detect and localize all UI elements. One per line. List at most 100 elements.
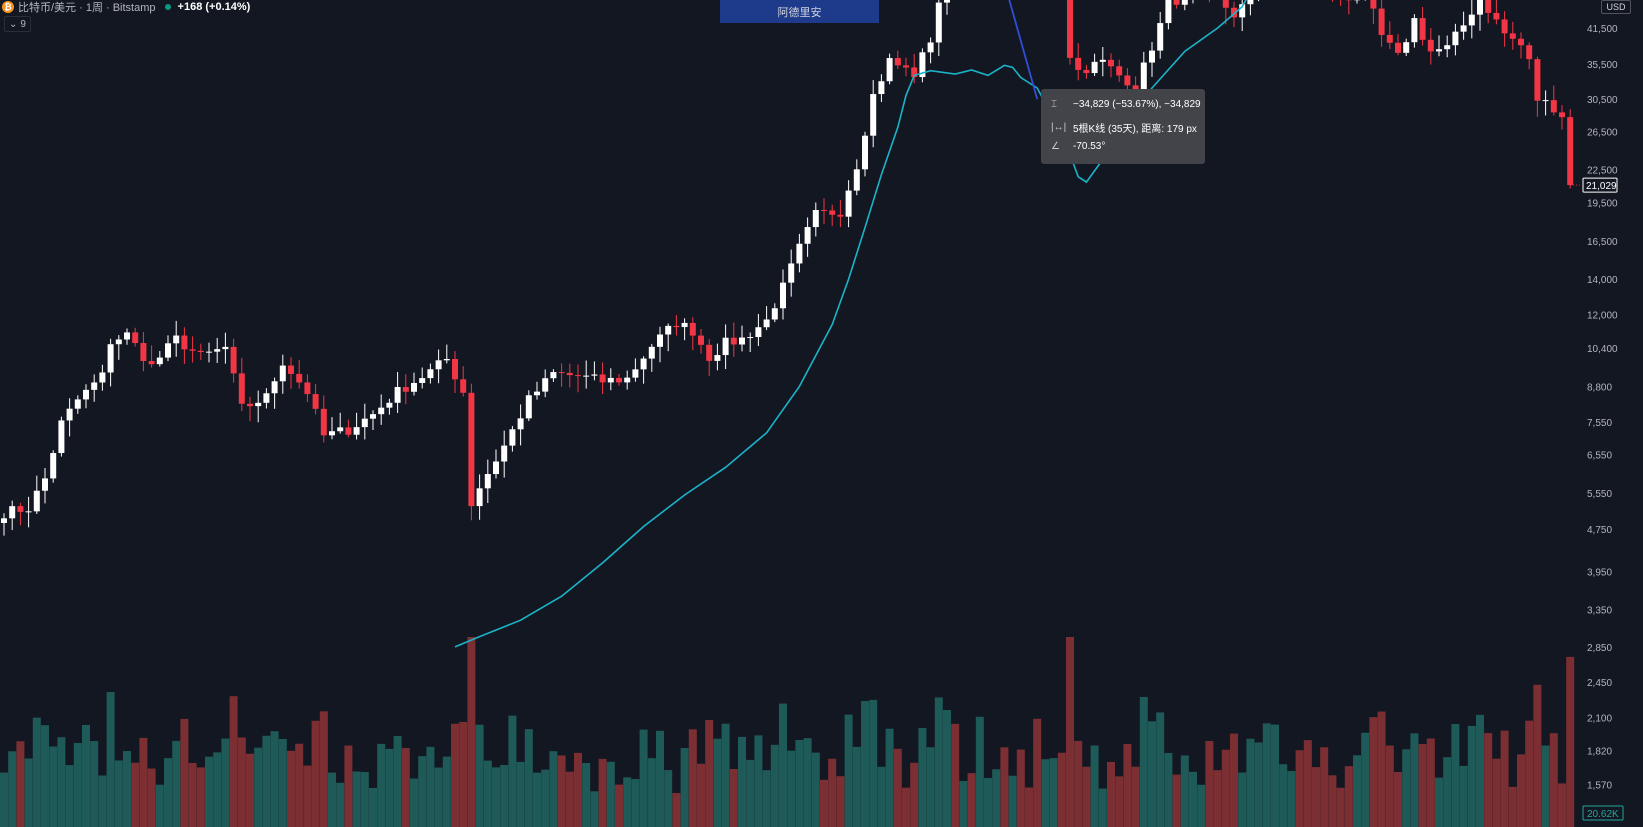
candle-body [255, 402, 262, 407]
candle-body [443, 358, 450, 361]
volume-bar [73, 743, 82, 827]
volume-bar [746, 759, 755, 827]
candle-body [1075, 57, 1082, 70]
candle-body [657, 334, 663, 347]
volume-bar [1271, 724, 1279, 827]
candle-body [17, 506, 24, 512]
volume-bar [565, 771, 574, 827]
price-tick-label: 2,100 [1587, 714, 1612, 725]
volume-bar [1049, 758, 1058, 827]
candle-body [468, 392, 475, 507]
candle-body [1222, 0, 1229, 8]
candle-body [197, 350, 204, 353]
candle-body [1567, 117, 1574, 186]
top-banner[interactable]: 阿德里安 [720, 0, 879, 23]
candle-body [575, 375, 581, 377]
currency-label: USD [1606, 2, 1626, 12]
candle-body [1173, 0, 1180, 5]
last-price-label: 21,029 [1586, 181, 1617, 192]
symbol-title: 比特币/美元 · 1周 · Bitstamp [18, 2, 156, 14]
volume-bar [606, 761, 615, 827]
volume-bar [680, 748, 689, 827]
candle-body [878, 81, 885, 95]
volume-bar [1000, 747, 1009, 827]
volume-bar [951, 723, 960, 827]
volume-bar [533, 772, 541, 827]
volume-bar [1057, 752, 1066, 827]
volume-bar [1230, 733, 1238, 827]
candle-body [345, 427, 352, 435]
volume-bar [1525, 720, 1534, 827]
volume-bar [1238, 772, 1247, 827]
candle-body [1083, 69, 1090, 74]
candle-body [124, 332, 130, 340]
volume-bar [49, 746, 58, 827]
market-status-icon [164, 4, 171, 10]
candle-body [853, 169, 860, 191]
volume-bar [623, 777, 632, 827]
volume-bar [369, 787, 377, 827]
volume-bar [1156, 712, 1165, 827]
candle-body [1116, 66, 1123, 76]
candle-body [33, 490, 40, 512]
volume-bar [434, 767, 443, 827]
candle-body [780, 282, 786, 309]
price-tick-label: 4,750 [1587, 525, 1612, 536]
volume-bar [885, 728, 894, 827]
price-tick-label: 3,950 [1587, 568, 1612, 579]
volume-bar [1385, 745, 1394, 827]
candle-body [1559, 112, 1565, 118]
volume-bar [697, 763, 705, 827]
candle-body [911, 67, 918, 78]
candle-body [1157, 23, 1164, 51]
price-tick-label: 5,550 [1587, 489, 1612, 500]
candle-body [1509, 33, 1516, 39]
candle-body [1140, 62, 1147, 90]
candle-body [1231, 7, 1237, 18]
volume-bar [418, 756, 427, 827]
volume-bar [828, 758, 837, 827]
candle-body [935, 2, 942, 43]
volume-bar [1262, 723, 1271, 827]
price-tick-label: 14,000 [1587, 275, 1618, 286]
volume-bar [131, 762, 140, 827]
candle-body [944, 0, 950, 3]
candle-body [74, 399, 81, 409]
candle-body [1370, 0, 1377, 9]
volume-bar [656, 730, 664, 827]
candle-body [1067, 0, 1073, 58]
candle-body [689, 322, 696, 336]
volume-bar [16, 741, 25, 827]
candle-body [771, 308, 778, 320]
candle-body [214, 349, 221, 352]
volume-bars [0, 637, 1575, 827]
symbol-legend[interactable]: ₿ 比特币/美元 · 1周 · Bitstamp +168 (+0.14%) [2, 0, 250, 14]
volume-bar [926, 747, 935, 827]
indicators-toggle-button[interactable]: ⌄ 9 [4, 16, 31, 32]
volume-bar [664, 770, 673, 827]
price-axis-background [1580, 0, 1643, 827]
candle-body [1411, 18, 1418, 43]
candle-body [599, 374, 606, 383]
volume-bar [1533, 684, 1542, 827]
candle-body [624, 377, 631, 383]
price-tick-label: 12,000 [1587, 311, 1618, 322]
candle-body [1501, 19, 1508, 34]
currency-button[interactable]: USD [1601, 0, 1631, 14]
volume-bar [713, 738, 722, 827]
volume-bar [385, 748, 394, 827]
candle-body [1485, 0, 1492, 13]
price-tick-label: 41,500 [1587, 24, 1618, 35]
candle-body [329, 431, 335, 436]
price-tick-label: 26,500 [1587, 128, 1618, 139]
volume-bar [1394, 771, 1402, 827]
volume-bar [1426, 738, 1435, 827]
volume-bar [1328, 775, 1337, 827]
candle-body [1468, 14, 1475, 26]
candle-body [648, 346, 655, 359]
candle-body [1534, 59, 1541, 101]
candle-body [58, 420, 65, 454]
price-tick-label: 2,850 [1587, 643, 1612, 654]
volume-bar [164, 758, 172, 827]
